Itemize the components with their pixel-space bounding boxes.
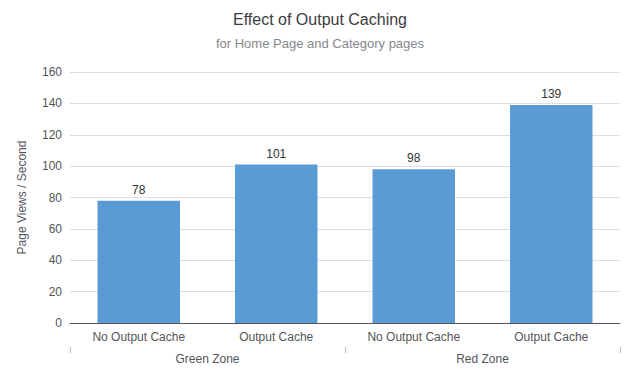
svg-text:78: 78 [132, 183, 146, 197]
svg-text:20: 20 [49, 285, 63, 299]
svg-text:No Output Cache: No Output Cache [367, 330, 460, 344]
svg-text:for Home Page and Category pag: for Home Page and Category pages [216, 36, 425, 51]
svg-text:100: 100 [42, 159, 62, 173]
svg-text:80: 80 [49, 191, 63, 205]
svg-text:Output Cache: Output Cache [514, 330, 588, 344]
svg-text:Output Cache: Output Cache [239, 330, 313, 344]
svg-text:140: 140 [42, 96, 62, 110]
svg-text:101: 101 [266, 147, 286, 161]
svg-text:160: 160 [42, 65, 62, 79]
svg-text:0: 0 [55, 316, 62, 330]
svg-text:Page Views / Second: Page Views / Second [15, 141, 29, 255]
svg-text:Green Zone: Green Zone [175, 352, 239, 366]
svg-text:40: 40 [49, 253, 63, 267]
svg-text:60: 60 [49, 222, 63, 236]
svg-text:98: 98 [407, 151, 421, 165]
svg-text:120: 120 [42, 128, 62, 142]
svg-text:Effect of Output Caching: Effect of Output Caching [233, 11, 407, 28]
svg-text:No Output Cache: No Output Cache [92, 330, 185, 344]
svg-text:139: 139 [541, 87, 561, 101]
svg-text:Red Zone: Red Zone [456, 352, 509, 366]
